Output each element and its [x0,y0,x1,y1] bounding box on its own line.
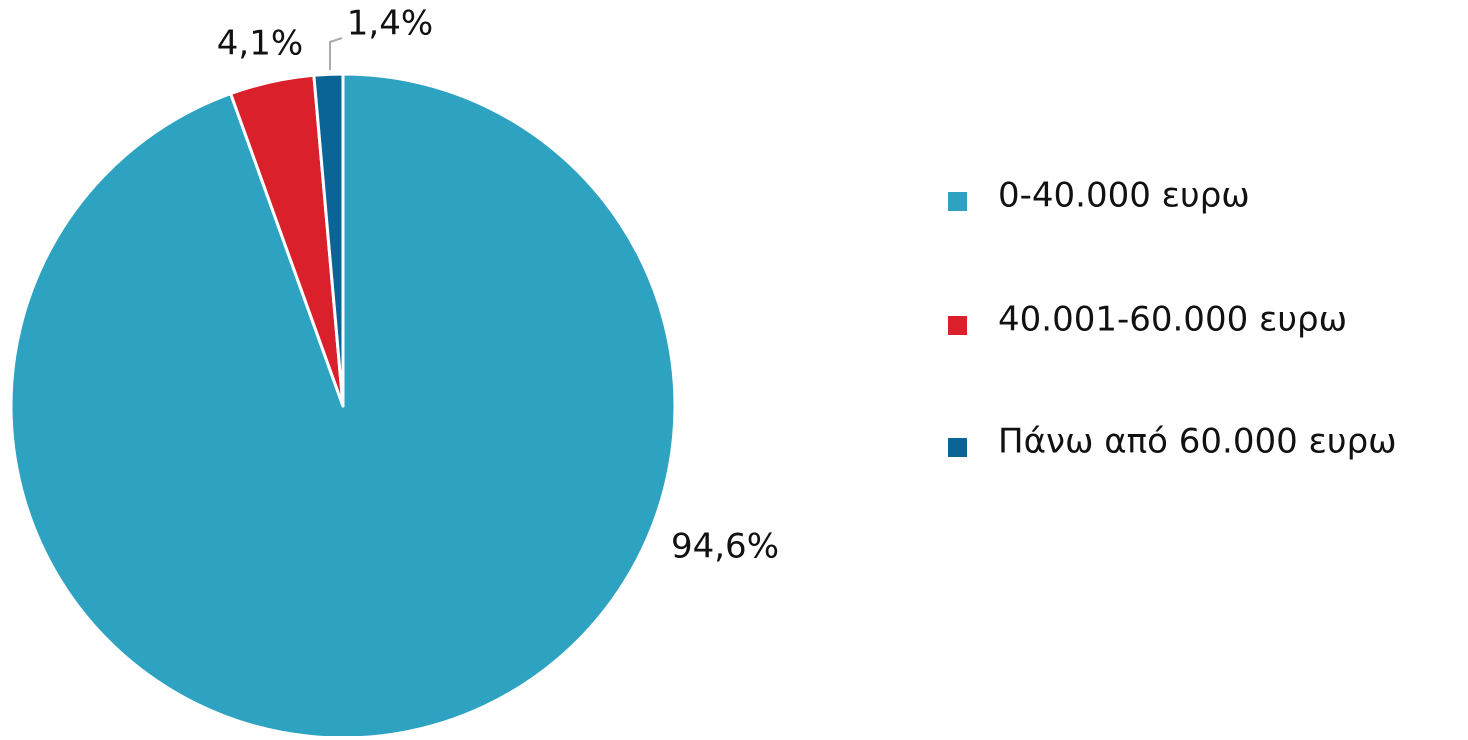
pie-slice [312,72,345,408]
data-label: 94,6% [671,527,779,567]
legend-label: 0-40.000 ευρω [998,176,1250,216]
leader-line [329,37,343,70]
legend-label: 40.001-60.000 ευρω [998,300,1347,340]
legend-label: Πάνω από 60.000 ευρω [998,422,1397,462]
legend-swatch [948,438,967,457]
data-label: 4,1% [217,24,303,64]
legend-swatch [948,192,967,211]
legend-swatch [948,316,967,335]
data-label: 1,4% [347,4,433,44]
